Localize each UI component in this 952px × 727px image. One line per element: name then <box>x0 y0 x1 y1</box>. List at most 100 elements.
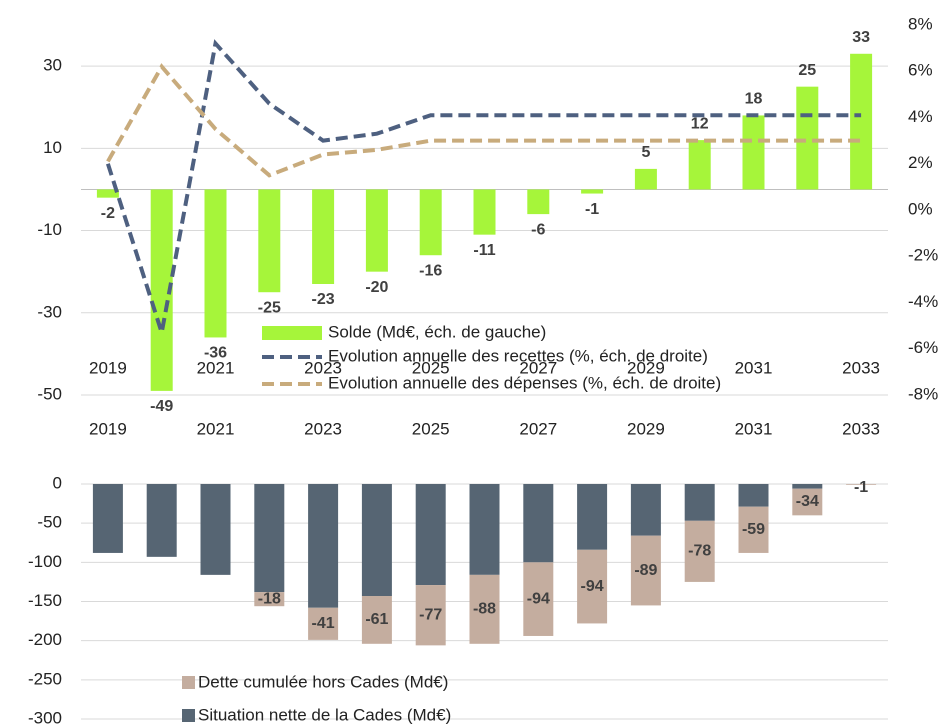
data-label: -61 <box>365 611 388 628</box>
data-label: -89 <box>634 562 657 579</box>
y2-tick-label: 4% <box>908 107 933 126</box>
bar-segment <box>630 484 661 536</box>
bar-segment <box>846 484 877 485</box>
data-label: 33 <box>852 29 870 46</box>
data-label: -1 <box>854 479 868 496</box>
bar <box>150 189 173 391</box>
y-tick-label: 30 <box>43 56 62 75</box>
legend-label: Solde (Md€, éch. de gauche) <box>328 322 546 341</box>
bar-segment <box>792 484 823 489</box>
y2-tick-label: -8% <box>908 384 938 403</box>
bar-segment <box>684 484 715 521</box>
y-tick-label: -50 <box>37 513 62 532</box>
x-tick-label: 2029 <box>627 358 665 377</box>
bar-segment <box>361 484 392 597</box>
bar <box>796 86 819 190</box>
bar-segment <box>308 484 339 608</box>
bar <box>473 189 496 235</box>
bar-segment <box>469 574 500 644</box>
legend-label: Evolution annuelle des dépenses (%, éch.… <box>328 373 721 392</box>
bar-segment <box>792 488 823 516</box>
legend-swatch <box>182 709 195 722</box>
bar <box>258 189 281 293</box>
bar-segment <box>146 484 177 557</box>
x-tick-label: 2027 <box>519 358 557 377</box>
data-label: -18 <box>258 590 281 607</box>
y-tick-label: -50 <box>37 384 62 403</box>
data-label: -88 <box>473 601 496 618</box>
data-label: 5 <box>641 144 650 161</box>
x-tick-label: 2019 <box>89 419 127 438</box>
x-tick-label: 2029 <box>627 419 665 438</box>
bar-segment <box>523 562 554 636</box>
x-tick-label: 2025 <box>412 358 450 377</box>
y-tick-label: -200 <box>28 630 62 649</box>
x-tick-label: 2033 <box>842 358 880 377</box>
bar-segment <box>630 535 661 606</box>
bar <box>850 53 873 190</box>
legend-label: Evolution annuelle des recettes (%, éch.… <box>328 346 708 365</box>
bar-segment <box>523 484 554 563</box>
data-label: -16 <box>419 262 442 279</box>
bar-segment <box>738 484 769 507</box>
data-label: -1 <box>585 201 599 218</box>
data-label: -49 <box>150 398 173 415</box>
bar <box>312 189 335 284</box>
x-tick-label: 2033 <box>842 419 880 438</box>
bar <box>581 189 604 194</box>
x-tick-label: 2031 <box>735 358 773 377</box>
data-label: -41 <box>312 615 335 632</box>
data-label: 25 <box>798 62 816 79</box>
bar-segment <box>308 607 339 640</box>
bar <box>688 140 711 190</box>
bar <box>96 189 119 198</box>
x-tick-label: 2021 <box>197 358 235 377</box>
y2-tick-label: -4% <box>908 292 938 311</box>
y2-tick-label: 0% <box>908 199 933 218</box>
data-label: -20 <box>365 279 388 296</box>
y-tick-label: 0 <box>53 473 62 492</box>
y-tick-label: -300 <box>28 708 62 727</box>
x-tick-label: 2027 <box>519 419 557 438</box>
y2-tick-label: -2% <box>908 246 938 265</box>
y2-tick-label: 6% <box>908 61 933 80</box>
y-tick-label: -10 <box>37 220 62 239</box>
data-label: -77 <box>419 606 442 623</box>
legend-swatch <box>262 326 322 340</box>
data-label: -94 <box>527 590 550 607</box>
x-tick-label: 2021 <box>197 419 235 438</box>
x-tick-label: 2025 <box>412 419 450 438</box>
data-label: -23 <box>312 291 335 308</box>
bar <box>634 168 657 190</box>
bar-segment <box>415 585 446 646</box>
bar-segment <box>469 484 500 575</box>
data-label: -25 <box>258 299 281 316</box>
bar-segment <box>577 484 608 550</box>
data-label: -6 <box>531 221 545 238</box>
bar <box>204 189 227 338</box>
data-label: -11 <box>473 242 495 259</box>
y-tick-label: -250 <box>28 669 62 688</box>
line <box>105 39 862 334</box>
data-label: -36 <box>204 345 227 362</box>
x-tick-label: 2031 <box>735 419 773 438</box>
y2-tick-label: -6% <box>908 338 938 357</box>
bar-segment <box>254 592 285 607</box>
bar-segment <box>577 549 608 624</box>
y-tick-label: 10 <box>43 138 62 157</box>
data-label: -94 <box>581 578 604 595</box>
y-tick-label: -150 <box>28 591 62 610</box>
legend-label: Situation nette de la Cades (Md€) <box>198 705 451 724</box>
bar <box>365 189 388 272</box>
bar <box>742 115 765 190</box>
legend-label: Dette cumulée hors Cades (Md€) <box>198 672 448 691</box>
x-tick-label: 2023 <box>304 358 342 377</box>
bar-segment <box>738 506 769 553</box>
bar-segment <box>200 484 231 575</box>
y-tick-label: -100 <box>28 552 62 571</box>
data-label: -34 <box>796 493 819 510</box>
x-tick-label: 2019 <box>89 358 127 377</box>
bar <box>527 189 550 215</box>
data-label: -2 <box>101 205 115 222</box>
